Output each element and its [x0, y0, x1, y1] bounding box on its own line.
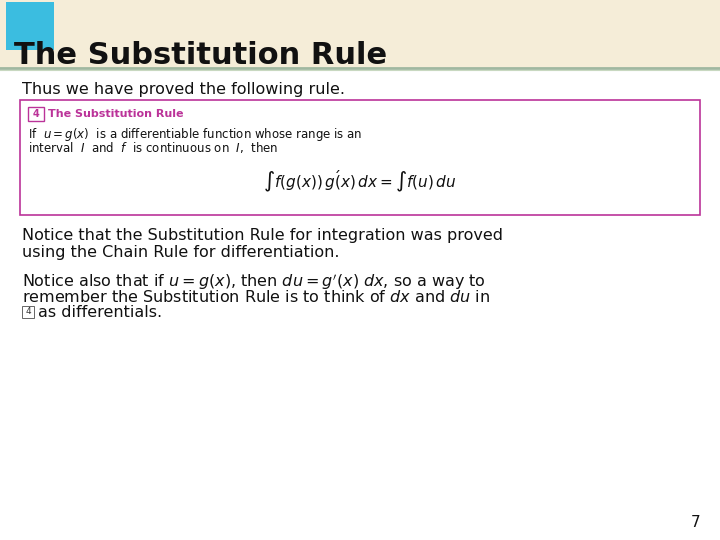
Text: 4: 4: [32, 109, 40, 119]
Text: Notice that the Substitution Rule for integration was proved: Notice that the Substitution Rule for in…: [22, 228, 503, 243]
Text: The Substitution Rule: The Substitution Rule: [14, 42, 387, 71]
Bar: [28, 107, 44, 121]
Text: 4: 4: [25, 307, 31, 316]
Text: If  $u = g(x)$  is a differentiable function whose range is an: If $u = g(x)$ is a differentiable functi…: [28, 126, 362, 143]
Text: 7: 7: [690, 515, 700, 530]
Text: using the Chain Rule for differentiation.: using the Chain Rule for differentiation…: [22, 245, 340, 260]
Text: remember the Substitution Rule is to think of $dx$ and $du$ in: remember the Substitution Rule is to thi…: [22, 289, 490, 305]
Bar: [6, 2, 54, 50]
Bar: [20, 100, 700, 215]
Bar: [0, 0, 720, 68]
Text: as differentials.: as differentials.: [38, 305, 162, 320]
Text: $\int f(g(x))\,g\'(x)\, dx = \int f(u)\, du$: $\int f(g(x))\,g\'(x)\, dx = \int f(u)\,…: [264, 169, 456, 195]
Text: interval  $I$  and  $f$  is continuous on  $I$,  then: interval $I$ and $f$ is continuous on $I…: [28, 140, 279, 155]
Text: Thus we have proved the following rule.: Thus we have proved the following rule.: [22, 82, 345, 97]
Text: The Substitution Rule: The Substitution Rule: [48, 109, 184, 119]
Text: Notice also that if $u = g(x)$, then $du = g'(x)$ $dx$, so a way to: Notice also that if $u = g(x)$, then $du…: [22, 272, 486, 292]
Bar: [22, 306, 34, 318]
